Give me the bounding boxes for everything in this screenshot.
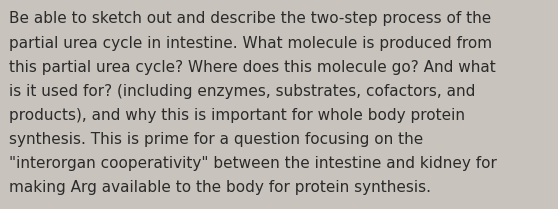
Text: is it used for? (including enzymes, substrates, cofactors, and: is it used for? (including enzymes, subs… (9, 84, 475, 99)
Text: "interorgan cooperativity" between the intestine and kidney for: "interorgan cooperativity" between the i… (9, 156, 497, 171)
Text: synthesis. This is prime for a question focusing on the: synthesis. This is prime for a question … (9, 132, 423, 147)
Text: products), and why this is important for whole body protein: products), and why this is important for… (9, 108, 465, 123)
Text: making Arg available to the body for protein synthesis.: making Arg available to the body for pro… (9, 180, 431, 195)
Text: partial urea cycle in intestine. What molecule is produced from: partial urea cycle in intestine. What mo… (9, 36, 492, 51)
Text: this partial urea cycle? Where does this molecule go? And what: this partial urea cycle? Where does this… (9, 60, 496, 75)
Text: Be able to sketch out and describe the two-step process of the: Be able to sketch out and describe the t… (9, 11, 491, 27)
